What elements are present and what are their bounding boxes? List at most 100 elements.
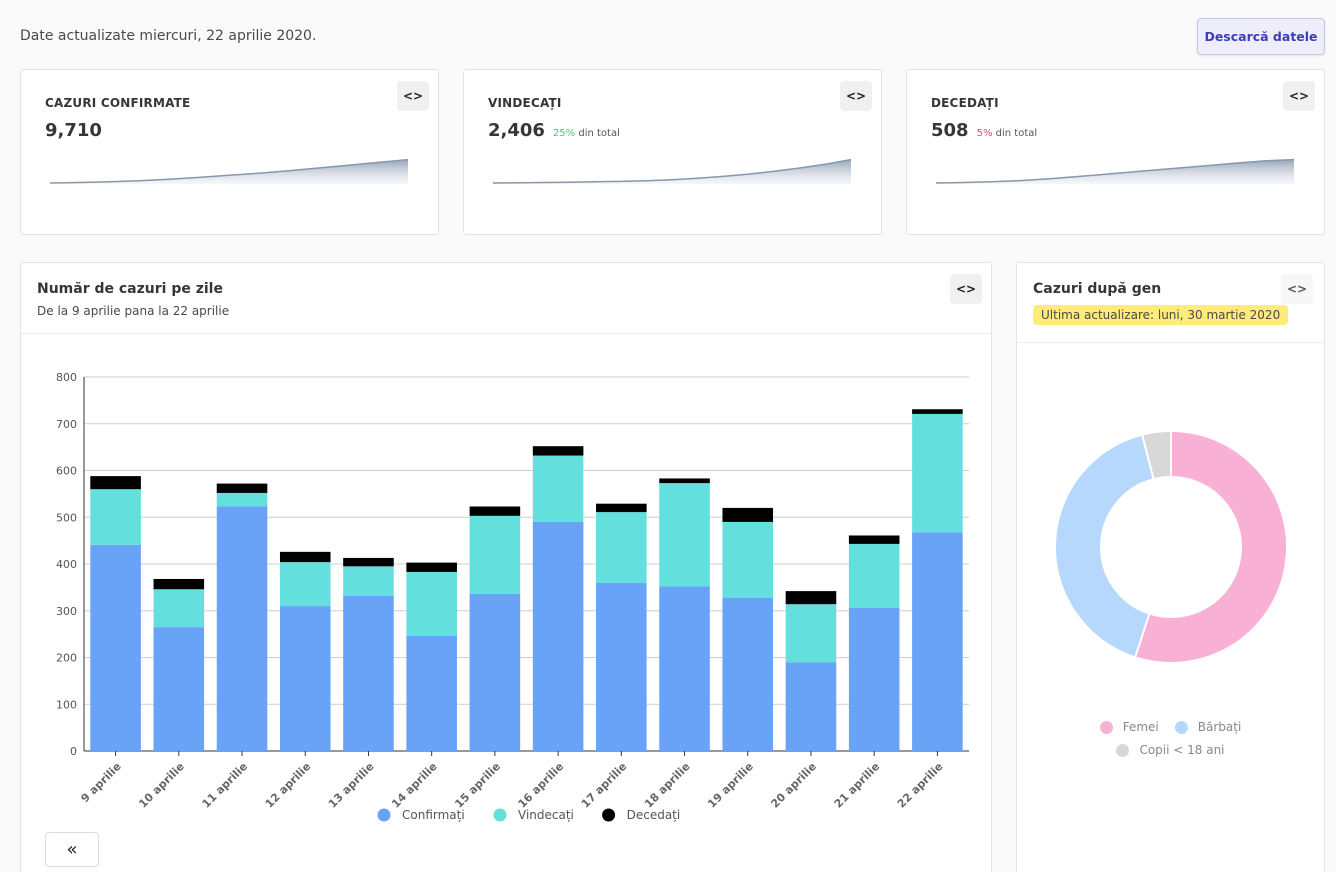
bar-segment[interactable] [153, 627, 205, 751]
divider [1017, 342, 1324, 343]
bar-segment[interactable] [659, 586, 710, 751]
bar-segment[interactable] [596, 503, 647, 513]
donut-slice[interactable] [1054, 433, 1155, 659]
bar-segment[interactable] [279, 551, 331, 563]
x-tick-label: 16 aprilie [516, 760, 567, 811]
x-tick-label: 17 aprilie [579, 760, 630, 811]
kpi-percentage: 5% din total [977, 128, 1038, 139]
kpi-value-number: 9,710 [45, 120, 102, 141]
kpi-value-number: 508 [931, 120, 969, 141]
bar-segment[interactable] [406, 571, 457, 636]
y-tick-label: 200 [56, 652, 77, 665]
kpi-card-confirmed: CAZURI CONFIRMATE 9,710 <> [20, 69, 439, 235]
bar-segment[interactable] [90, 476, 141, 490]
y-tick-label: 800 [56, 371, 77, 384]
bar-segment[interactable] [153, 589, 205, 628]
x-tick-label: 19 aprilie [705, 760, 756, 811]
legend-label: Copii < 18 ani [1139, 743, 1225, 757]
bar-segment[interactable] [469, 515, 521, 594]
bar-segment[interactable] [722, 597, 774, 751]
bar-segment[interactable] [848, 607, 900, 751]
bar-segment[interactable] [785, 662, 837, 751]
kpi-sparkline [935, 158, 1295, 184]
bar-segment[interactable] [216, 506, 268, 751]
kpi-card-recovered: VINDECAȚI 2,406 25% din total <> [463, 69, 882, 235]
code-icon[interactable]: <> [1283, 81, 1315, 111]
kpi-percentage-value: 25% [552, 128, 576, 139]
kpi-sparkline [49, 158, 409, 184]
card-title: Cazuri după gen [1033, 281, 1162, 297]
bar-segment[interactable] [596, 512, 647, 583]
y-tick-label: 100 [56, 698, 77, 711]
legend-item[interactable]: Femei [1099, 720, 1159, 734]
donut-slice[interactable] [1133, 429, 1288, 664]
bar-segment[interactable] [532, 521, 584, 751]
bar-segment[interactable] [343, 557, 394, 567]
bar-segment[interactable] [532, 446, 584, 456]
legend-dot [1116, 743, 1130, 757]
donut-slice[interactable] [1140, 429, 1172, 481]
y-tick-label: 400 [56, 558, 77, 571]
bar-segment[interactable] [279, 606, 331, 751]
bar-segment[interactable] [848, 543, 900, 608]
legend-label: Decedați [627, 808, 681, 822]
bar-segment[interactable] [722, 521, 774, 598]
x-tick-label: 18 aprilie [642, 760, 693, 811]
download-data-button[interactable]: Descarcă datele [1197, 18, 1325, 55]
kpi-sparkline [492, 158, 852, 184]
bar-segment[interactable] [216, 492, 268, 507]
legend-item[interactable]: Bărbați [1174, 720, 1241, 734]
bar-segment[interactable] [343, 566, 394, 596]
bar-segment[interactable] [659, 483, 710, 587]
legend-label: Vindecați [518, 808, 574, 822]
back-button[interactable]: « [45, 832, 99, 867]
legend-row: Copii < 18 ani [1017, 743, 1324, 757]
legend-item[interactable]: Confirmați [377, 808, 465, 822]
bar-segment[interactable] [469, 593, 521, 751]
gender-card: Cazuri după gen Ultima actualizare: luni… [1016, 262, 1325, 872]
bar-segment[interactable] [722, 507, 774, 522]
bar-segment[interactable] [848, 535, 900, 544]
bar-segment[interactable] [279, 562, 331, 607]
kpi-value: 508 5% din total [931, 120, 1037, 141]
bar-segment[interactable] [406, 562, 457, 572]
bar-segment[interactable] [406, 635, 457, 751]
code-icon[interactable]: <> [397, 81, 429, 111]
bar-segment[interactable] [532, 455, 584, 522]
card-title: Număr de cazuri pe zile [37, 281, 223, 297]
bar-segment[interactable] [912, 532, 963, 751]
sparkline-area [493, 159, 851, 184]
bar-segment[interactable] [216, 483, 268, 493]
legend-label: Confirmați [402, 808, 465, 822]
kpi-title: DECEDAȚI [931, 96, 999, 110]
bar-segment[interactable] [153, 578, 205, 590]
kpi-percentage-suffix: din total [992, 128, 1038, 139]
bar-segment[interactable] [343, 595, 394, 751]
sparkline-area [936, 159, 1294, 184]
bar-segment[interactable] [469, 506, 521, 516]
bar-segment[interactable] [912, 409, 963, 414]
kpi-title: CAZURI CONFIRMATE [45, 96, 191, 110]
bar-segment[interactable] [912, 413, 963, 533]
legend-item[interactable]: Vindecați [493, 808, 574, 822]
code-icon[interactable]: <> [950, 274, 982, 304]
kpi-card-deceased: DECEDAȚI 508 5% din total <> [906, 69, 1325, 235]
x-tick-label: 21 aprilie [832, 760, 883, 811]
bar-segment[interactable] [785, 604, 837, 663]
kpi-percentage: 25% din total [553, 128, 620, 139]
bar-segment[interactable] [785, 591, 837, 605]
y-tick-label: 300 [56, 605, 77, 618]
bar-segment[interactable] [90, 489, 141, 545]
legend-dot [377, 808, 391, 822]
bar-segment[interactable] [659, 478, 710, 484]
bar-segment[interactable] [596, 582, 647, 751]
code-icon[interactable]: <> [1281, 274, 1313, 304]
bar-segment[interactable] [90, 544, 141, 751]
legend-item[interactable]: Decedați [602, 808, 680, 822]
code-icon[interactable]: <> [840, 81, 872, 111]
legend-item[interactable]: Copii < 18 ani [1116, 743, 1225, 757]
x-tick-label: 15 aprilie [452, 760, 503, 811]
sparkline-line [935, 158, 1295, 184]
x-tick-label: 12 aprilie [263, 760, 314, 811]
